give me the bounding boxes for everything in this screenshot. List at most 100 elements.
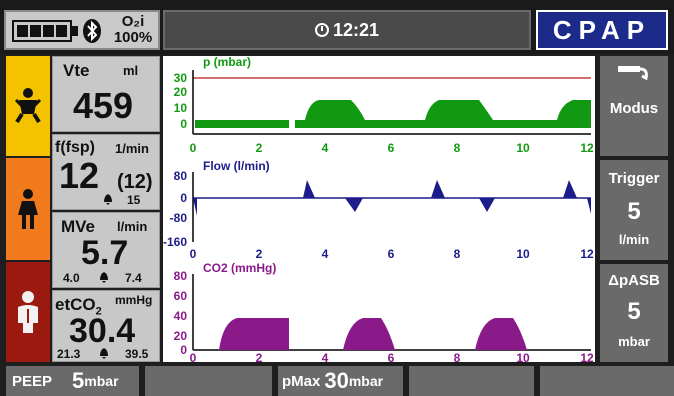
clock-icon — [314, 23, 329, 37]
etco2-name: etCO2 — [55, 295, 102, 317]
trigger-label: Trigger — [608, 170, 660, 187]
patient-teen-button[interactable] — [6, 158, 50, 260]
frequency-panel[interactable]: f(fsp) 1/min 12 (12) 15 — [52, 134, 160, 210]
co2-xtick: 6 — [388, 351, 395, 362]
trigger-value: 5 — [627, 198, 641, 225]
flow-xtick: 4 — [322, 247, 329, 261]
waveform-area: p (mbar) 30 20 10 0 0 2 4 6 8 10 12 Flow… — [163, 55, 595, 365]
pressure-waveform — [195, 100, 591, 128]
bottom-slot-2[interactable] — [145, 366, 275, 396]
vte-panel[interactable]: Vte ml 459 — [52, 56, 160, 132]
o2-label: O₂i — [121, 13, 145, 30]
patient-child-button[interactable] — [6, 56, 50, 156]
mve-panel[interactable]: MVe l/min 5.7 4.0 7.4 — [52, 212, 160, 288]
modus-label: Modus — [609, 100, 659, 117]
frequency-spontaneous: (12) — [117, 171, 153, 193]
co2-title: CO2 (mmHg) — [203, 261, 276, 275]
mask-icon — [618, 66, 648, 81]
co2-xtick: 10 — [516, 351, 530, 362]
vte-value: 459 — [73, 85, 134, 126]
co2-xtick: 4 — [322, 351, 329, 362]
battery-full-icon — [12, 20, 72, 42]
trigger-button[interactable]: Trigger 5 l/min — [600, 160, 668, 260]
etco2-unit: mmHg — [115, 293, 153, 307]
co2-xtick: 8 — [454, 351, 461, 362]
pressure-title: p (mbar) — [203, 56, 251, 69]
pasb-value: 5 — [627, 298, 641, 325]
alarm-bell-icon — [100, 348, 108, 359]
flow-xtick: 12 — [580, 247, 594, 261]
pressure-xtick: 8 — [454, 141, 461, 155]
etco2-value: 30.4 — [69, 312, 136, 350]
pressure-ytick: 20 — [174, 85, 188, 99]
o2-value: 100% — [113, 29, 153, 46]
co2-ytick: 80 — [174, 269, 188, 283]
frequency-alarm-limit: 15 — [127, 193, 141, 207]
o2-indicator: O₂i 100% — [106, 14, 160, 46]
co2-xtick: 12 — [580, 351, 594, 362]
co2-xtick: 2 — [256, 351, 263, 362]
pressure-ytick: 30 — [174, 71, 188, 85]
flow-title: Flow (l/min) — [203, 159, 270, 173]
flow-ytick: -160 — [163, 235, 187, 249]
pressure-xtick: 0 — [190, 141, 197, 155]
mode-label: CPAP — [552, 14, 652, 45]
peep-button[interactable]: PEEP 5 mbar — [6, 366, 142, 396]
pmax-unit: mbar — [348, 373, 384, 389]
child-icon — [14, 88, 42, 124]
pressure-xtick: 10 — [516, 141, 530, 155]
etco2-name-main: etCO — [55, 295, 96, 314]
pressure-ytick: 0 — [180, 117, 187, 131]
vte-name: Vte — [63, 61, 90, 80]
pressure-xtick: 4 — [322, 141, 329, 155]
battery-tip — [72, 26, 78, 36]
pmax-label: pMax — [282, 372, 321, 390]
mve-name: MVe — [61, 217, 96, 236]
flow-ytick: 0 — [180, 191, 187, 205]
mve-low-limit: 4.0 — [63, 271, 80, 285]
teen-icon — [18, 189, 38, 229]
co2-ytick: 40 — [174, 309, 188, 323]
flow-xtick: 2 — [256, 247, 263, 261]
frequency-unit: 1/min — [115, 141, 149, 156]
flow-xtick: 6 — [388, 247, 395, 261]
peep-value: 5 — [72, 368, 85, 393]
co2-ytick: 20 — [174, 329, 188, 343]
pressure-xtick: 2 — [256, 141, 263, 155]
flow-ytick: 80 — [174, 169, 188, 183]
peep-label: PEEP — [12, 372, 53, 390]
bluetooth-icon — [83, 19, 101, 43]
co2-ytick: 0 — [180, 343, 187, 357]
pasb-button[interactable]: ΔpASB 5 mbar — [600, 264, 668, 362]
bottom-slot-5[interactable] — [540, 366, 674, 396]
pmax-button[interactable]: pMax 30 mbar — [278, 366, 406, 396]
flow-ytick: -80 — [170, 211, 188, 225]
co2-waveform — [219, 318, 527, 350]
etco2-name-sub: 2 — [95, 305, 102, 318]
clock-time: 12:21 — [332, 19, 380, 40]
flow-xtick: 8 — [454, 247, 461, 261]
waveform-graphs: p (mbar) 30 20 10 0 0 2 4 6 8 10 12 Flow… — [163, 55, 594, 365]
pmax-value: 30 — [324, 368, 349, 393]
etco2-panel[interactable]: etCO2 mmHg 30.4 21.3 39.5 — [52, 290, 160, 362]
etco2-low-limit: 21.3 — [57, 347, 81, 361]
co2-xtick: 0 — [190, 351, 197, 362]
pressure-ytick: 10 — [174, 101, 188, 115]
mve-unit: l/min — [117, 219, 148, 234]
etco2-high-limit: 39.5 — [125, 347, 149, 361]
peep-unit: mbar — [84, 373, 119, 389]
clock-display: 12:21 — [163, 10, 531, 50]
adult-icon — [18, 291, 38, 333]
mve-value: 5.7 — [81, 234, 129, 272]
status-panel: O₂i 100% — [4, 10, 160, 50]
mve-high-limit: 7.4 — [125, 271, 142, 285]
flow-xtick: 0 — [190, 247, 197, 261]
flow-xtick: 10 — [516, 247, 530, 261]
mode-indicator[interactable]: CPAP — [536, 10, 668, 50]
pasb-label: ΔpASB — [608, 272, 660, 289]
alarm-bell-icon — [100, 272, 108, 283]
patient-adult-button[interactable] — [6, 262, 50, 362]
modus-button[interactable]: Modus — [600, 56, 668, 156]
frequency-value: 12 — [59, 155, 100, 196]
bottom-slot-4[interactable] — [409, 366, 537, 396]
